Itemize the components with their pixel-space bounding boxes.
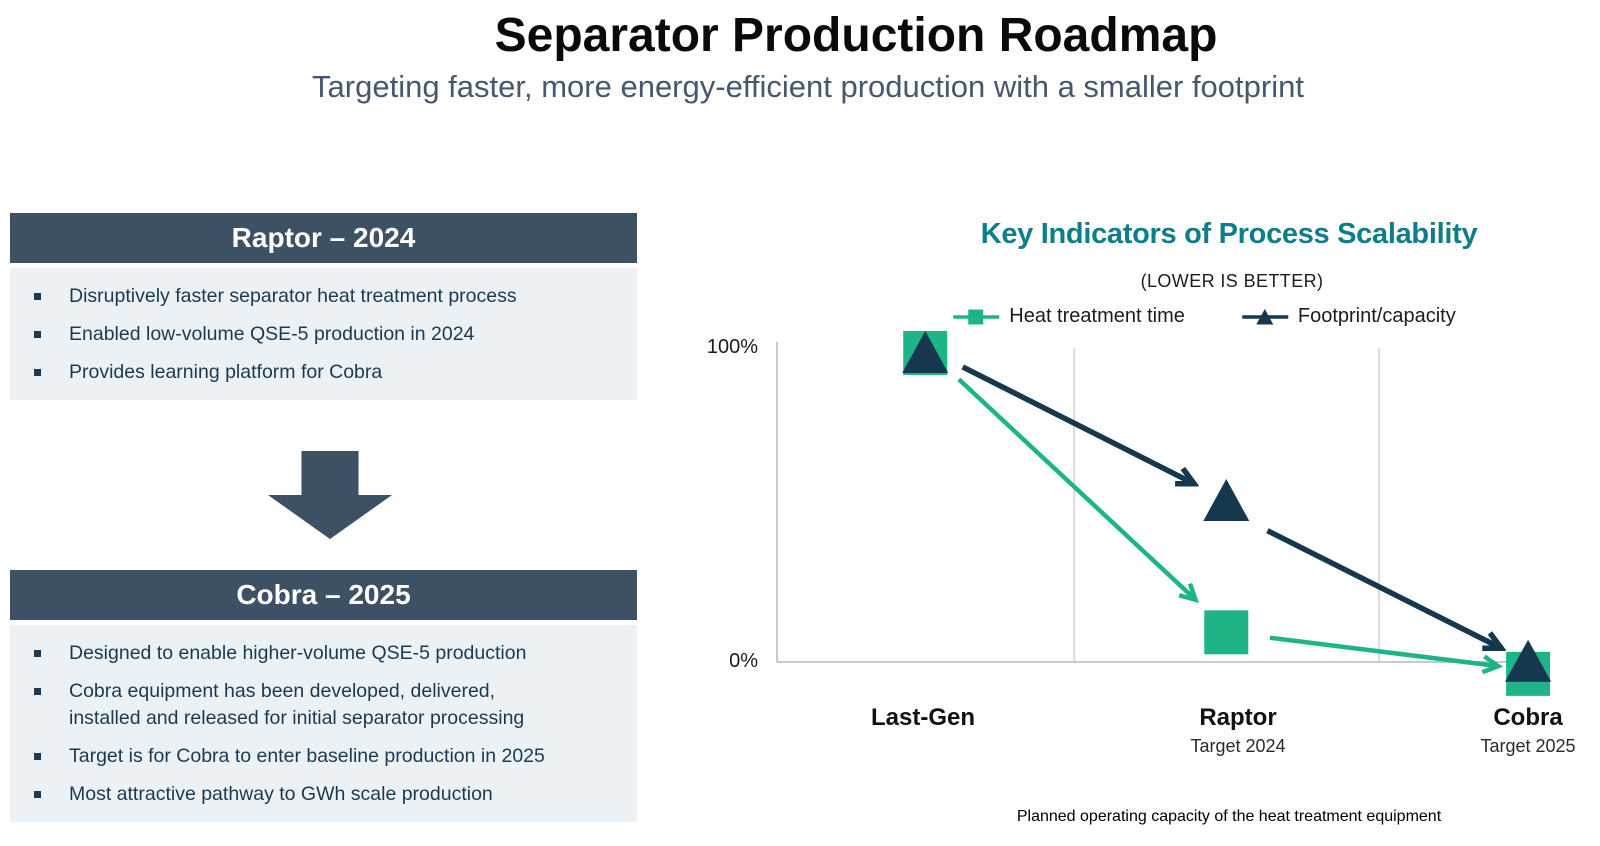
chart-subtitle: (LOWER IS BETTER) [1140, 271, 1324, 291]
raptor-panel: Raptor – 2024 Disruptively faster separa… [10, 213, 637, 400]
legend-label: Heat treatment time [1009, 305, 1185, 327]
legend-item-footprint-capacity: Footprint/capacity [1241, 305, 1456, 328]
category-sublabel: Target 2025 [1480, 736, 1576, 756]
raptor-panel-body: Disruptively faster separator heat treat… [10, 268, 637, 400]
cobra-bullet-list: Designed to enable higher-volume QSE-5 p… [34, 640, 619, 808]
list-item: Target is for Cobra to enter baseline pr… [34, 743, 619, 770]
bullet-icon [34, 369, 41, 376]
x-axis-label-raptor: Raptor Target 2024 [1190, 704, 1285, 757]
bullet-icon [34, 688, 41, 695]
chart-title: Key Indicators of Process Scalability [980, 218, 1478, 250]
list-item: Disruptively faster separator heat treat… [34, 283, 619, 310]
chart-caption: Planned operating capacity of the heat t… [1016, 808, 1442, 825]
legend-triangle-icon [1241, 308, 1288, 324]
bullet-icon [34, 791, 41, 798]
chart-legend: Heat treatment time Footprint/capacity [952, 305, 1456, 328]
bullet-icon [34, 293, 41, 300]
trend-arrow-3 [1266, 528, 1501, 649]
y-axis-tick-100: 100% [706, 336, 758, 358]
bullet-text: Designed to enable higher-volume QSE-5 p… [69, 642, 527, 664]
bullet-text: Cobra equipment has been developed, deli… [69, 680, 525, 729]
x-axis-label-cobra: Cobra Target 2025 [1480, 704, 1575, 757]
list-item: Provides learning platform for Cobra [34, 359, 619, 386]
trend-arrow-2 [961, 364, 1194, 484]
raptor-bullet-list: Disruptively faster separator heat treat… [34, 283, 619, 386]
bullet-text: Enabled low-volume QSE-5 production in 2… [69, 323, 475, 345]
bullet-text: Disruptively faster separator heat treat… [69, 285, 517, 307]
category-label: Cobra [1493, 704, 1563, 731]
list-item: Cobra equipment has been developed, deli… [34, 678, 619, 732]
legend-label: Footprint/capacity [1297, 305, 1456, 327]
raptor-panel-header: Raptor – 2024 [10, 213, 637, 263]
down-arrow-icon [268, 451, 392, 539]
legend-square-icon [953, 309, 1000, 324]
marker-triangle-last-gen [902, 331, 949, 373]
marker-triangle-raptor [1203, 479, 1250, 521]
cobra-panel-header: Cobra – 2025 [10, 570, 637, 620]
marker-square-raptor [1204, 610, 1249, 655]
list-item: Most attractive pathway to GWh scale pro… [34, 781, 619, 808]
trend-arrow-1 [1269, 635, 1504, 675]
category-label: Last-Gen [870, 704, 976, 731]
category-label: Raptor [1199, 704, 1277, 731]
page-subtitle: Targeting faster, more energy-efficient … [312, 69, 1304, 104]
bullet-icon [34, 331, 41, 338]
x-axis-label-last-gen: Last-Gen [871, 704, 975, 732]
page-title: Separator Production Roadmap [494, 9, 1218, 62]
category-sublabel: Target 2024 [1190, 736, 1286, 756]
bullet-text: Most attractive pathway to GWh scale pro… [69, 783, 493, 805]
chart: Key Indicators of Process Scalability (L… [660, 210, 1576, 846]
legend-item-heat-treatment-time: Heat treatment time [952, 305, 1185, 328]
y-axis-tick-0: 0% [729, 650, 758, 672]
cobra-panel: Cobra – 2025 Designed to enable higher-v… [10, 570, 637, 822]
bullet-icon [34, 753, 41, 760]
marker-triangle-cobra [1505, 639, 1552, 682]
bullet-text: Target is for Cobra to enter baseline pr… [69, 745, 545, 767]
list-item: Designed to enable higher-volume QSE-5 p… [34, 640, 619, 667]
cobra-panel-title: Cobra – 2025 [236, 579, 411, 610]
trend-arrow-0 [957, 377, 1200, 603]
cobra-panel-body: Designed to enable higher-volume QSE-5 p… [10, 625, 637, 822]
bullet-icon [34, 650, 41, 657]
plot-area [776, 331, 1552, 696]
raptor-panel-title: Raptor – 2024 [231, 222, 416, 253]
list-item: Enabled low-volume QSE-5 production in 2… [34, 321, 619, 348]
bullet-text: Provides learning platform for Cobra [69, 361, 383, 383]
